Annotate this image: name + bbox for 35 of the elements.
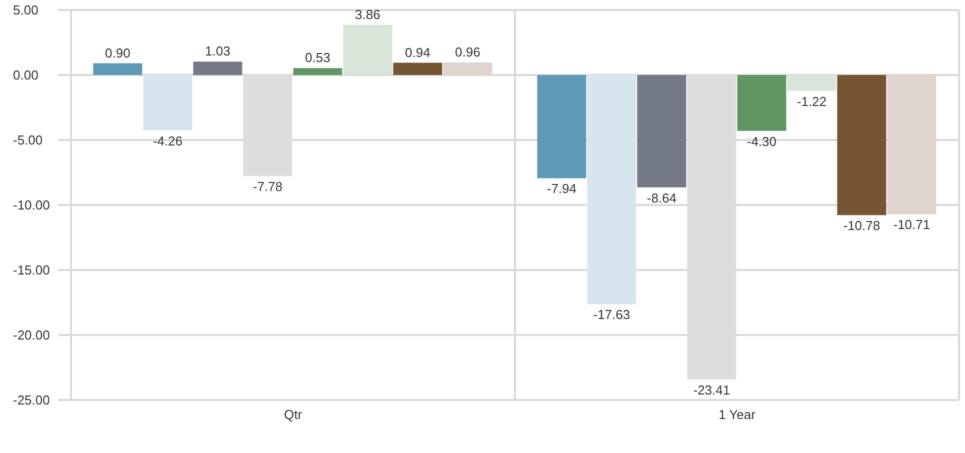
y-tick-label: 5.00 [13,2,38,18]
bar [587,75,636,304]
data-label: -4.30 [746,134,777,149]
data-label: 1.03 [205,44,230,59]
bar [393,62,442,75]
data-label: -7.78 [252,179,283,194]
x-tick-label: 1 Year [718,407,756,422]
data-label: -17.63 [593,307,630,322]
bar [143,75,192,130]
bar [837,75,886,216]
data-label: 0.96 [455,44,480,60]
y-tick-label: 0.00 [13,68,38,83]
bar [737,75,786,131]
bar [637,75,686,188]
data-label: -1.22 [796,94,827,109]
data-label: 0.53 [305,50,330,66]
y-tick-label: -15.00 [13,262,50,278]
data-label: -4.26 [152,133,183,148]
y-tick-label: -10.00 [13,198,50,213]
data-label: 0.90 [105,45,130,60]
bar [537,75,586,178]
data-label: 3.86 [355,6,380,22]
x-tick-label: Qtr [284,407,303,422]
bar [293,68,342,75]
data-label: -23.41 [693,382,730,398]
data-label: -10.78 [843,218,880,234]
y-tick-label: -20.00 [13,328,50,343]
data-label: 0.94 [405,44,430,60]
data-label: -7.94 [546,181,577,196]
data-label: -8.64 [646,190,677,206]
y-tick-label: -5.00 [13,132,43,148]
bar [193,62,242,75]
data-label: -10.71 [893,217,930,232]
y-tick-label: -25.00 [13,392,50,408]
bar [93,63,142,75]
